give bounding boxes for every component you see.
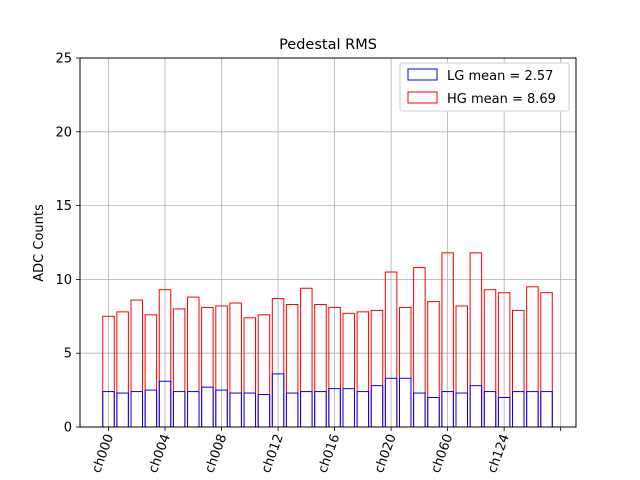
hg-bar (243, 317, 257, 428)
hg-bar (300, 287, 313, 428)
y-tick-label: 20 (55, 125, 72, 140)
y-tick-label: 0 (64, 421, 72, 436)
hg-bar (172, 308, 186, 428)
hg-bar (130, 299, 144, 428)
x-tick-label: ch012 (259, 432, 287, 475)
hg-bar (144, 314, 158, 428)
y-tick-label: 25 (55, 52, 72, 67)
hg-bar (285, 303, 299, 428)
legend: LG mean = 2.57 HG mean = 8.69 (399, 62, 570, 112)
hg-bar (483, 289, 497, 428)
lg-bar (342, 388, 355, 428)
x-tick-label: ch008 (202, 432, 230, 475)
y-tick-label: 5 (64, 347, 72, 362)
lg-bar (455, 392, 468, 428)
hg-bar (398, 306, 412, 428)
lg-bar (483, 391, 497, 428)
lg-bar (469, 385, 483, 428)
hg-bar (469, 252, 483, 428)
grid-lines (80, 58, 576, 427)
hg-bar (526, 286, 539, 428)
y-tick-label: 10 (55, 273, 72, 288)
y-axis-label: ADC Counts (32, 204, 47, 282)
y-axis-ticks: 0 5 10 15 20 25 (55, 52, 80, 436)
lg-bar (144, 389, 158, 428)
x-tick-label: ch000 (89, 432, 117, 475)
hg-bar (455, 305, 468, 428)
hg-bar (370, 309, 384, 428)
hg-bar (540, 292, 553, 428)
hg-bar (413, 267, 426, 428)
lg-bar (540, 391, 553, 428)
lg-bar (172, 391, 186, 428)
hg-bar (187, 296, 200, 428)
plot-frame (79, 57, 577, 428)
hg-bar (356, 311, 370, 428)
lg-bar (300, 391, 313, 428)
legend-label-lg: LG mean = 2.57 (447, 69, 553, 84)
legend-swatch-hg (407, 91, 438, 104)
hg-bar (201, 306, 214, 428)
lg-bar (229, 392, 242, 428)
lg-bar (413, 392, 426, 428)
legend-label-hg: HG mean = 8.69 (447, 92, 556, 107)
lg-bar (187, 391, 200, 428)
hg-bar (116, 311, 129, 428)
hg-bar (342, 312, 355, 428)
x-tick-label: ch060 (429, 432, 457, 475)
lg-bar (243, 392, 257, 428)
lg-bar (201, 386, 214, 428)
lg-bar (257, 394, 271, 428)
lg-bar (116, 392, 129, 428)
lg-bar (512, 391, 525, 428)
x-tick-label: ch124 (485, 432, 513, 475)
bars (102, 252, 553, 428)
hg-bar (257, 314, 271, 428)
legend-box (399, 62, 570, 112)
y-tick-label: 15 (55, 199, 72, 214)
lg-bar (526, 391, 539, 428)
chart-title: Pedestal RMS (279, 37, 377, 53)
legend-swatch-lg (407, 68, 438, 81)
hg-bar (512, 309, 525, 428)
lg-bar (427, 396, 440, 428)
lg-bar (314, 391, 327, 428)
lg-bar (356, 391, 370, 428)
x-tick-label: ch004 (146, 432, 174, 475)
hg-bar (229, 302, 242, 428)
hg-bar (427, 301, 440, 428)
x-axis-ticks: ch000 ch004 ch008 ch012 ch016 ch020 ch060 ch124 (89, 427, 562, 475)
x-tick-label: ch020 (372, 432, 400, 475)
lg-bar (285, 392, 299, 428)
lg-bar (398, 377, 412, 428)
lg-bar (130, 391, 144, 428)
hg-bar (314, 303, 327, 428)
x-tick-label: ch016 (315, 432, 343, 475)
lg-bar (370, 385, 384, 428)
